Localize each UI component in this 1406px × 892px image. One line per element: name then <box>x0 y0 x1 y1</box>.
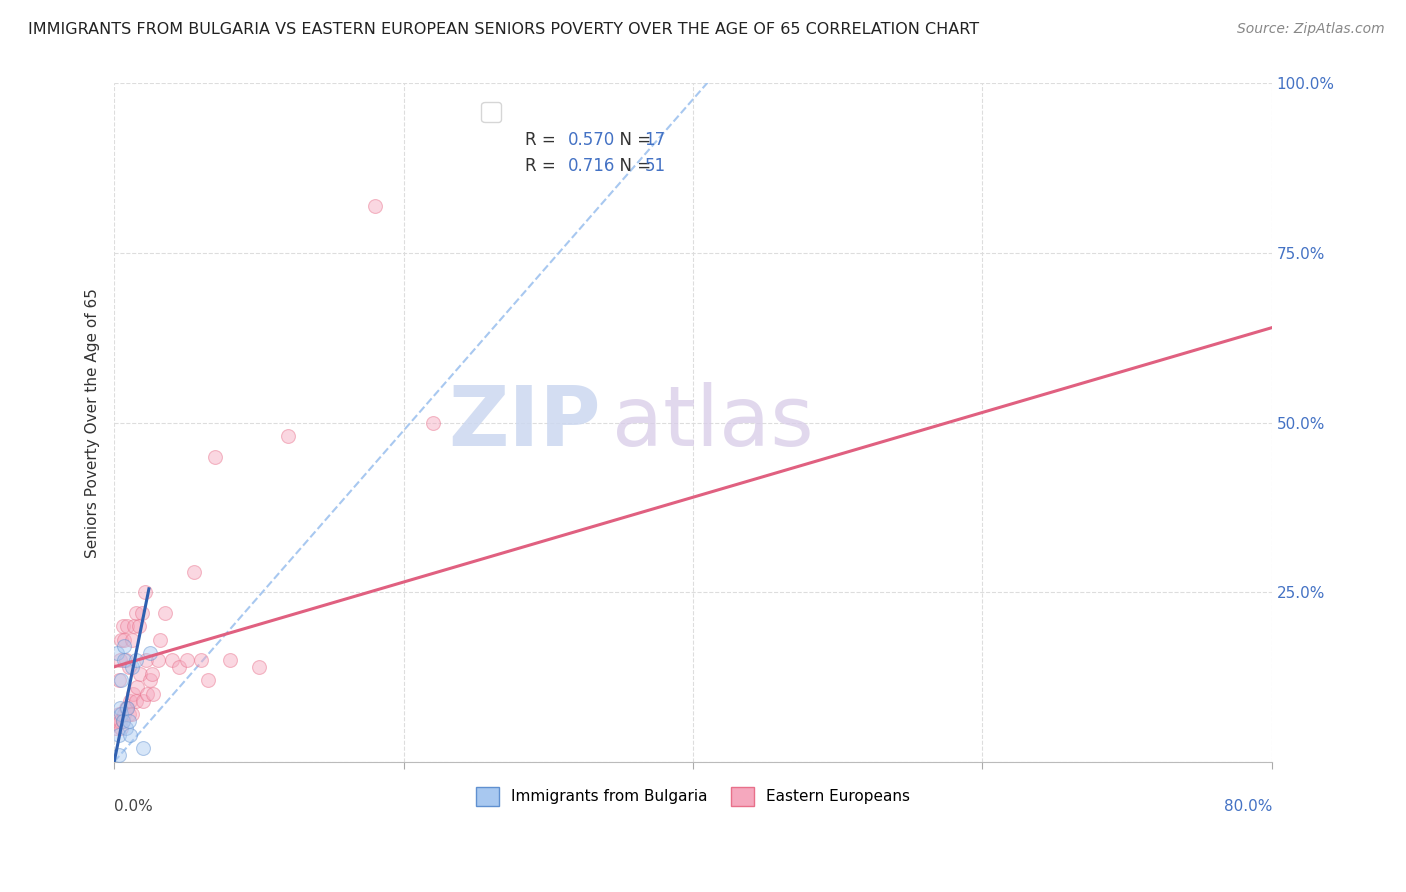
Point <box>277 429 299 443</box>
Point <box>110 632 132 647</box>
Text: 0.716: 0.716 <box>568 157 616 175</box>
Point <box>108 714 131 728</box>
Text: 51: 51 <box>644 157 665 175</box>
Point <box>114 700 136 714</box>
Text: N =: N = <box>609 131 657 149</box>
Point <box>115 700 138 714</box>
Point <box>190 653 212 667</box>
Point <box>118 707 141 722</box>
Point <box>105 714 128 728</box>
Text: ZIP: ZIP <box>449 382 600 463</box>
Point <box>139 646 162 660</box>
Text: 0.570: 0.570 <box>568 131 616 149</box>
Point <box>112 640 135 654</box>
Point <box>112 653 135 667</box>
Text: 17: 17 <box>644 131 665 149</box>
Point <box>176 653 198 667</box>
Point <box>111 619 134 633</box>
Point <box>111 714 134 728</box>
Point <box>107 728 129 742</box>
Point <box>134 585 156 599</box>
Point <box>247 660 270 674</box>
Point <box>120 694 142 708</box>
Point <box>108 700 131 714</box>
Point <box>107 673 129 688</box>
Text: N =: N = <box>609 157 657 175</box>
Point <box>112 632 135 647</box>
Point <box>197 673 219 688</box>
Point <box>142 687 165 701</box>
Point <box>169 660 191 674</box>
Point <box>127 680 149 694</box>
Point <box>125 653 148 667</box>
Point <box>112 707 135 722</box>
Point <box>107 707 129 722</box>
Text: R =: R = <box>526 131 561 149</box>
Y-axis label: Seniors Poverty Over the Age of 65: Seniors Poverty Over the Age of 65 <box>86 288 100 558</box>
Point <box>363 198 385 212</box>
Text: 80.0%: 80.0% <box>1223 799 1272 814</box>
Point <box>146 653 169 667</box>
Point <box>131 606 153 620</box>
Point <box>124 619 146 633</box>
Point <box>132 741 155 756</box>
Point <box>139 673 162 688</box>
Point <box>121 660 143 674</box>
Point <box>129 666 152 681</box>
Point <box>149 632 172 647</box>
Point <box>105 646 128 660</box>
Point <box>114 653 136 667</box>
Text: 0.0%: 0.0% <box>114 799 153 814</box>
Point <box>110 721 132 735</box>
Point <box>141 666 163 681</box>
Point <box>121 707 143 722</box>
Point <box>115 700 138 714</box>
Point <box>160 653 183 667</box>
Text: IMMIGRANTS FROM BULGARIA VS EASTERN EUROPEAN SENIORS POVERTY OVER THE AGE OF 65 : IMMIGRANTS FROM BULGARIA VS EASTERN EURO… <box>28 22 979 37</box>
Point <box>118 660 141 674</box>
Point <box>110 673 132 688</box>
Text: Source: ZipAtlas.com: Source: ZipAtlas.com <box>1237 22 1385 37</box>
Legend: Immigrants from Bulgaria, Eastern Europeans: Immigrants from Bulgaria, Eastern Europe… <box>470 780 915 812</box>
Point <box>153 606 176 620</box>
Point <box>110 707 132 722</box>
Point <box>114 721 136 735</box>
Point <box>115 619 138 633</box>
Point <box>128 619 150 633</box>
Point <box>422 416 444 430</box>
Point <box>120 728 142 742</box>
Point <box>132 694 155 708</box>
Point <box>136 687 159 701</box>
Point <box>122 687 145 701</box>
Point <box>108 653 131 667</box>
Point <box>135 653 157 667</box>
Point <box>125 606 148 620</box>
Point <box>111 714 134 728</box>
Point <box>107 747 129 762</box>
Point <box>183 565 205 579</box>
Text: R =: R = <box>526 157 561 175</box>
Text: atlas: atlas <box>612 382 814 463</box>
Point <box>204 450 226 464</box>
Point <box>104 721 127 735</box>
Point <box>121 632 143 647</box>
Point <box>219 653 242 667</box>
Point <box>118 714 141 728</box>
Point <box>125 694 148 708</box>
